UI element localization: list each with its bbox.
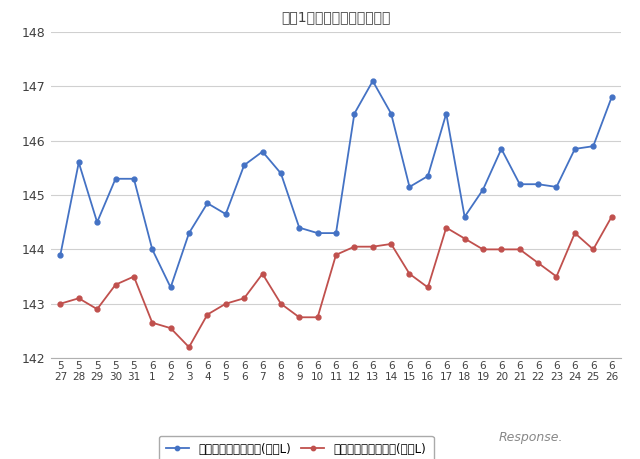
レギュラー実売価格(円／L) [571, 230, 579, 236]
レギュラー実売価格(円／L) [296, 314, 303, 320]
レギュラー実売価格(円／L) [130, 274, 138, 279]
レギュラー看板価格(円／L) [369, 78, 376, 84]
Title: 最近1ヶ月のレギュラー価格: 最近1ヶ月のレギュラー価格 [282, 10, 390, 24]
レギュラー看板価格(円／L) [222, 211, 230, 217]
レギュラー実売価格(円／L) [332, 252, 340, 257]
レギュラー実売価格(円／L) [56, 301, 64, 307]
レギュラー実売価格(円／L) [204, 312, 211, 317]
レギュラー看板価格(円／L) [240, 162, 248, 168]
レギュラー実売価格(円／L) [369, 244, 376, 249]
レギュラー実売価格(円／L) [497, 246, 505, 252]
レギュラー実売価格(円／L) [222, 301, 230, 307]
レギュラー実売価格(円／L) [516, 246, 524, 252]
レギュラー実売価格(円／L) [185, 344, 193, 350]
レギュラー看板価格(円／L) [424, 174, 432, 179]
レギュラー看板価格(円／L) [130, 176, 138, 181]
レギュラー実売価格(円／L) [387, 241, 395, 246]
レギュラー看板価格(円／L) [93, 219, 101, 225]
レギュラー看板価格(円／L) [553, 184, 561, 190]
レギュラー実売価格(円／L) [111, 282, 119, 287]
レギュラー看板価格(円／L) [351, 111, 358, 116]
レギュラー看板価格(円／L) [516, 181, 524, 187]
レギュラー看板価格(円／L) [185, 230, 193, 236]
レギュラー実売価格(円／L) [479, 246, 487, 252]
レギュラー看板価格(円／L) [497, 146, 505, 151]
Line: レギュラー実売価格(円／L): レギュラー実売価格(円／L) [58, 214, 614, 350]
レギュラー実売価格(円／L) [148, 320, 156, 325]
レギュラー看板価格(円／L) [56, 252, 64, 257]
レギュラー看板価格(円／L) [296, 225, 303, 230]
レギュラー実売価格(円／L) [534, 260, 542, 266]
レギュラー看板価格(円／L) [589, 143, 597, 149]
レギュラー看板価格(円／L) [406, 184, 413, 190]
レギュラー看板価格(円／L) [479, 187, 487, 192]
レギュラー看板価格(円／L) [442, 111, 450, 116]
レギュラー看板価格(円／L) [461, 214, 468, 219]
レギュラー実売価格(円／L) [167, 325, 175, 331]
レギュラー看板価格(円／L) [75, 160, 83, 165]
レギュラー看板価格(円／L) [277, 171, 285, 176]
レギュラー実売価格(円／L) [553, 274, 561, 279]
レギュラー看板価格(円／L) [387, 111, 395, 116]
レギュラー看板価格(円／L) [608, 95, 616, 100]
レギュラー実売価格(円／L) [351, 244, 358, 249]
レギュラー看板価格(円／L) [332, 230, 340, 236]
レギュラー実売価格(円／L) [75, 296, 83, 301]
レギュラー看板価格(円／L) [167, 285, 175, 290]
レギュラー看板価格(円／L) [534, 181, 542, 187]
レギュラー実売価格(円／L) [277, 301, 285, 307]
レギュラー実売価格(円／L) [424, 285, 432, 290]
Line: レギュラー看板価格(円／L): レギュラー看板価格(円／L) [58, 78, 614, 290]
レギュラー看板価格(円／L) [314, 230, 321, 236]
レギュラー実売価格(円／L) [406, 271, 413, 277]
レギュラー看板価格(円／L) [148, 246, 156, 252]
レギュラー看板価格(円／L) [111, 176, 119, 181]
レギュラー実売価格(円／L) [442, 225, 450, 230]
レギュラー実売価格(円／L) [461, 236, 468, 241]
Text: Response.: Response. [499, 431, 563, 444]
レギュラー実売価格(円／L) [93, 306, 101, 312]
レギュラー実売価格(円／L) [608, 214, 616, 219]
レギュラー看板価格(円／L) [204, 201, 211, 206]
レギュラー看板価格(円／L) [571, 146, 579, 151]
レギュラー実売価格(円／L) [259, 271, 266, 277]
レギュラー実売価格(円／L) [240, 296, 248, 301]
レギュラー看板価格(円／L) [259, 149, 266, 154]
Legend: レギュラー看板価格(円／L), レギュラー実売価格(円／L): レギュラー看板価格(円／L), レギュラー実売価格(円／L) [159, 436, 434, 459]
レギュラー実売価格(円／L) [589, 246, 597, 252]
レギュラー実売価格(円／L) [314, 314, 321, 320]
